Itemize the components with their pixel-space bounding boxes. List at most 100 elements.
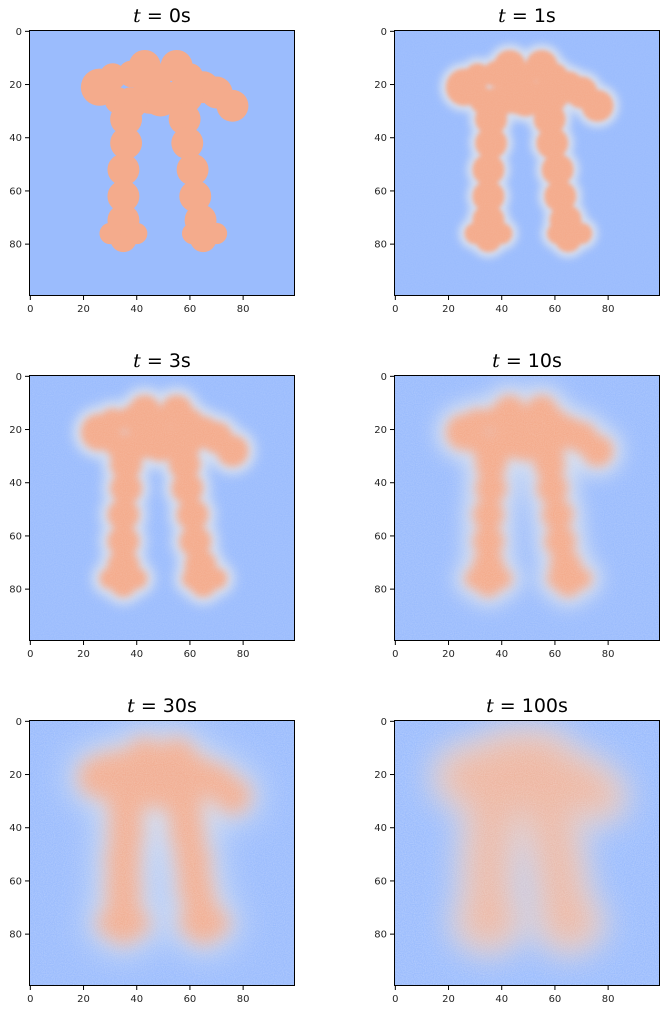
panel-4: t = 30s 0 0 20 20 40 40 60 60 80 80 (9, 695, 295, 1005)
title-equals: = (500, 350, 528, 372)
y-tick-label: 40 (9, 823, 22, 834)
title-variable: t (133, 5, 141, 27)
y-tick-label: 60 (9, 186, 22, 197)
x-tick-label: 80 (602, 994, 615, 1005)
title-variable: t (486, 695, 494, 717)
x-tick-label: 20 (77, 649, 90, 660)
y-tick-label: 20 (374, 425, 387, 436)
y-tick-label: 80 (374, 240, 387, 251)
axes-frame (394, 30, 660, 296)
x-tick-label: 40 (495, 994, 508, 1005)
axes-frame (29, 720, 295, 986)
y-tick-label: 60 (374, 186, 387, 197)
y-tick-label: 0 (381, 717, 387, 728)
axes-frame (29, 375, 295, 641)
panel-title: t = 1s (498, 5, 556, 27)
title-variable: t (127, 695, 135, 717)
title-variable: t (133, 350, 141, 372)
x-tick-label: 60 (184, 304, 197, 315)
shape-blob-16 (110, 127, 143, 160)
x-tick-label: 20 (442, 304, 455, 315)
panel-title: t = 30s (127, 695, 197, 717)
x-tick-label: 80 (237, 304, 250, 315)
y-tick-label: 80 (374, 930, 387, 941)
heatmap-image (394, 720, 660, 986)
x-tick-label: 20 (77, 304, 90, 315)
y-tick-label: 0 (381, 372, 387, 383)
y-tick-label: 60 (9, 876, 22, 887)
noise-overlay (29, 720, 295, 986)
axes-frame (29, 30, 295, 296)
x-tick-label: 0 (392, 304, 398, 315)
title-equals: = (141, 5, 169, 27)
panel-title: t = 100s (486, 695, 568, 717)
x-tick-label: 0 (27, 304, 33, 315)
panel-title: t = 0s (133, 5, 191, 27)
y-tick-label: 80 (374, 585, 387, 596)
y-tick-label: 0 (16, 27, 22, 38)
x-tick-label: 40 (495, 304, 508, 315)
x-tick-label: 60 (184, 994, 197, 1005)
y-tick-label: 40 (9, 478, 22, 489)
shape-blob-13 (142, 79, 180, 117)
x-tick-label: 0 (27, 994, 33, 1005)
y-tick-label: 40 (374, 133, 387, 144)
x-tick-label: 20 (77, 994, 90, 1005)
y-tick-label: 80 (9, 585, 22, 596)
panel-2: t = 3s 0 0 20 20 40 40 60 60 80 80 (9, 350, 295, 660)
y-tick-label: 0 (16, 717, 22, 728)
shape-blob-29 (205, 222, 228, 245)
y-tick-label: 20 (374, 80, 387, 91)
noise-overlay (394, 375, 660, 641)
title-equals: = (141, 350, 169, 372)
shape-blob-9 (216, 89, 249, 122)
shape-blob-24 (171, 127, 204, 160)
shape-blob-21 (99, 222, 121, 245)
x-tick-label: 40 (130, 304, 143, 315)
x-tick-label: 80 (602, 649, 615, 660)
panel-0: t = 0s 0 0 20 20 40 40 60 60 80 80 (9, 5, 295, 315)
heatmap-image (29, 30, 295, 296)
x-tick-label: 40 (495, 649, 508, 660)
x-tick-label: 80 (237, 994, 250, 1005)
x-tick-label: 0 (392, 649, 398, 660)
heatmap-image (29, 720, 295, 986)
y-tick-label: 40 (374, 478, 387, 489)
title-equals: = (506, 5, 534, 27)
diffused-shape (80, 49, 249, 253)
title-equals: = (135, 695, 163, 717)
x-tick-label: 40 (130, 649, 143, 660)
heatmap-image (29, 375, 295, 641)
title-equals: = (494, 695, 522, 717)
panel-1: t = 1s 0 0 20 20 40 40 60 60 80 80 (374, 5, 660, 315)
title-time-value: 1s (534, 5, 556, 27)
x-tick-label: 60 (549, 994, 562, 1005)
x-tick-label: 80 (602, 304, 615, 315)
title-time-value: 0s (169, 5, 191, 27)
panel-5: t = 100s 0 0 20 20 40 40 60 60 80 80 (374, 695, 660, 1005)
noise-overlay (394, 720, 660, 986)
axes-frame (394, 720, 660, 986)
axes-frame (394, 375, 660, 641)
noise-overlay (29, 375, 295, 641)
y-tick-label: 0 (16, 372, 22, 383)
panel-title: t = 3s (133, 350, 191, 372)
title-time-value: 10s (528, 350, 562, 372)
x-tick-label: 80 (237, 649, 250, 660)
shape-blob-30 (181, 222, 204, 245)
shape-blob-18 (107, 180, 140, 213)
x-tick-label: 60 (184, 649, 197, 660)
heatmap-image (394, 30, 660, 296)
y-tick-label: 20 (9, 770, 22, 781)
shape-blob-26 (179, 180, 212, 213)
noise-overlay (394, 30, 660, 296)
y-tick-label: 60 (9, 531, 22, 542)
shape-blob-23 (168, 103, 201, 136)
y-tick-label: 20 (374, 770, 387, 781)
shape-blob-22 (126, 222, 148, 245)
x-tick-label: 0 (392, 994, 398, 1005)
title-time-value: 3s (169, 350, 191, 372)
y-tick-label: 80 (9, 930, 22, 941)
shape-blob-25 (176, 153, 209, 186)
